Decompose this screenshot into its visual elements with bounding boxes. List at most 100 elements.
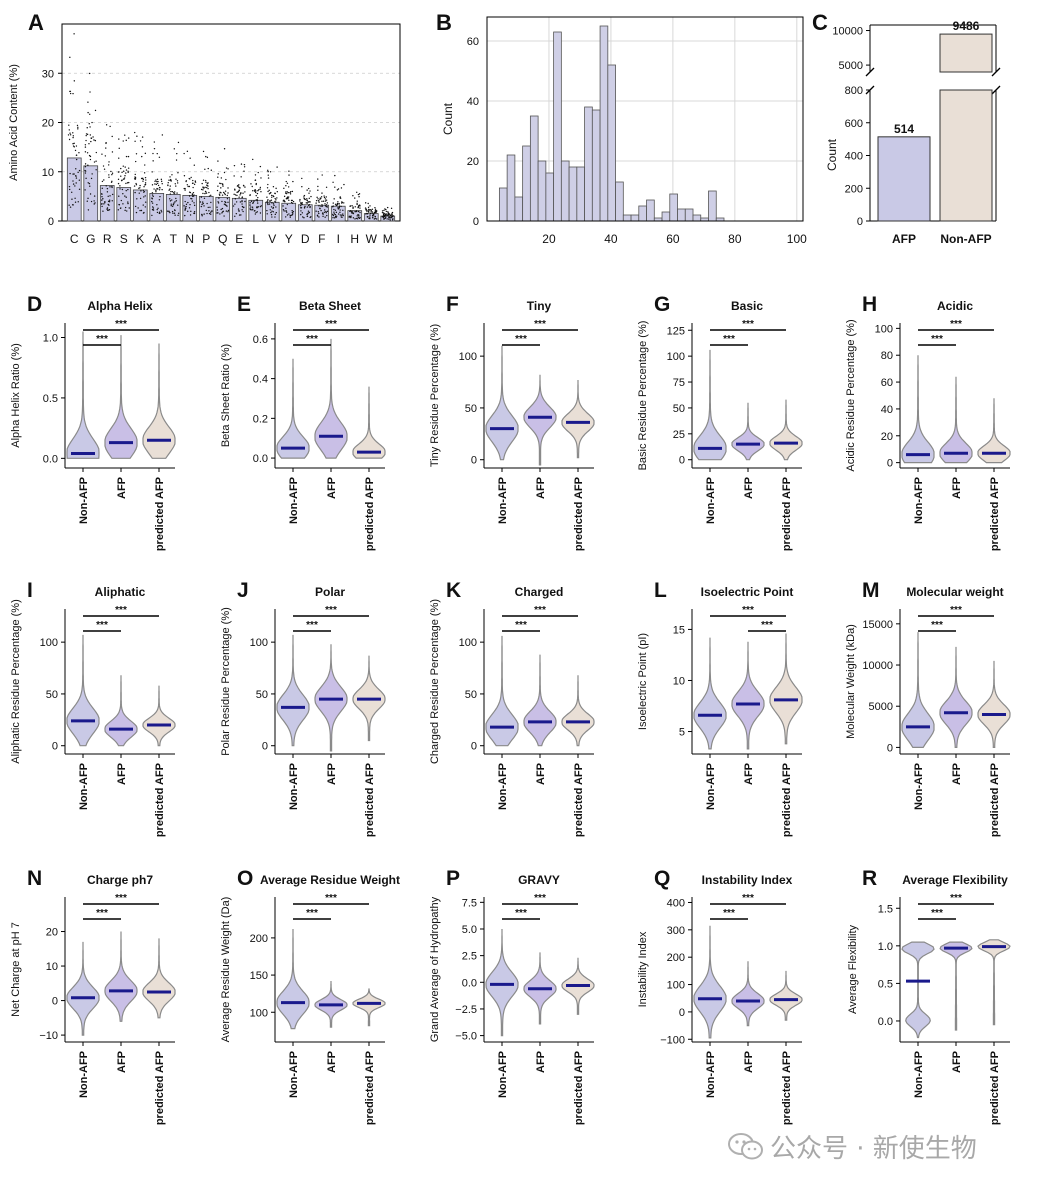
data-point: [219, 182, 221, 184]
data-point: [326, 214, 328, 217]
data-point: [226, 197, 229, 200]
data-point: [284, 216, 287, 218]
data-point: [359, 207, 361, 209]
data-point: [93, 200, 95, 202]
data-point: [111, 135, 113, 138]
data-point: [173, 191, 176, 193]
data-point: [373, 211, 376, 214]
data-point: [84, 144, 87, 146]
data-point: [371, 208, 374, 210]
x-tick-label: Non-AFP: [913, 763, 925, 810]
data-point: [348, 215, 351, 218]
violin: [104, 335, 138, 459]
data-point: [88, 123, 90, 125]
data-point: [307, 201, 309, 203]
data-point: [203, 205, 205, 207]
y-tick-label: 100: [250, 637, 268, 649]
panel-letter: K: [446, 579, 461, 602]
data-point: [356, 218, 359, 220]
data-point: [236, 194, 238, 197]
panel-k: K Charged 0 50 100 Non-AFP AFP predicted AFP ***…: [429, 579, 595, 837]
y-axis-label: Amino Acid Content (%): [8, 64, 20, 181]
y-tick-label: 0.5: [43, 393, 58, 405]
data-point: [192, 192, 195, 194]
y-tick-label: 100: [40, 637, 58, 649]
y-tick-label: 1.0: [878, 941, 893, 953]
data-point: [193, 204, 196, 207]
data-point: [74, 185, 76, 187]
data-point: [306, 206, 309, 208]
data-point: [272, 186, 275, 188]
data-point: [134, 173, 136, 176]
data-point: [217, 212, 219, 214]
y-tick-label: 200: [845, 183, 863, 195]
data-point: [241, 203, 243, 205]
data-point: [250, 183, 252, 185]
data-point: [172, 192, 175, 194]
data-point: [72, 135, 75, 137]
data-point: [133, 185, 136, 187]
panel-title: GRAVY: [518, 873, 560, 887]
data-point: [206, 202, 208, 205]
data-point: [154, 183, 156, 185]
data-point: [75, 158, 78, 161]
panel-b: B 0 20 40 60 20 40 60 80 100 Count: [436, 10, 807, 246]
data-point: [101, 187, 103, 190]
panel-title: Acidic: [937, 299, 973, 313]
data-point: [254, 210, 256, 212]
data-point: [255, 211, 257, 214]
data-point: [238, 196, 240, 198]
data-point: [151, 202, 154, 204]
data-point: [336, 189, 339, 191]
data-point: [78, 169, 81, 172]
significance-label: ***: [931, 908, 943, 919]
data-point: [352, 206, 354, 208]
violin: [693, 637, 727, 750]
data-point: [392, 215, 394, 217]
data-point: [254, 174, 257, 176]
panel-letter: R: [862, 867, 877, 890]
data-point: [334, 174, 336, 177]
data-point: [141, 136, 144, 138]
data-point: [252, 158, 254, 161]
data-point: [183, 152, 185, 155]
data-point: [252, 208, 254, 210]
data-point: [142, 178, 145, 181]
data-point: [111, 185, 113, 188]
data-point: [307, 210, 310, 212]
data-point: [224, 201, 227, 204]
data-point: [73, 33, 75, 35]
panel-n: N Charge ph7 −10 0 10 20 Non-AFP AFP predicted A…: [10, 867, 176, 1125]
y-axis-label: Tiny Residue Percentage (%): [429, 324, 441, 467]
x-tick-label: AFP: [116, 1051, 128, 1073]
data-point: [161, 134, 164, 136]
data-point: [320, 196, 323, 198]
data-point: [176, 152, 178, 155]
data-point: [242, 206, 245, 209]
data-point: [77, 128, 79, 130]
data-point: [77, 126, 79, 129]
data-point: [223, 215, 225, 217]
data-point: [123, 177, 126, 179]
data-point: [357, 210, 360, 213]
x-tick-label: F: [318, 232, 325, 246]
data-point: [78, 179, 81, 181]
data-point: [88, 154, 91, 157]
data-point: [125, 169, 128, 171]
data-point: [135, 211, 138, 214]
data-point: [107, 164, 110, 166]
data-point: [271, 202, 273, 204]
panel-title: Polar: [315, 585, 345, 599]
data-point: [84, 189, 86, 191]
data-point: [74, 149, 77, 152]
x-tick-label: 60: [666, 232, 680, 246]
x-tick-label: K: [136, 232, 144, 246]
y-tick-label: 25: [673, 429, 685, 441]
data-point: [325, 196, 327, 198]
data-point: [122, 170, 125, 172]
data-point: [283, 195, 286, 198]
significance-label: ***: [723, 334, 735, 345]
x-tick-label: Non-AFP: [705, 477, 717, 524]
bar: [363, 213, 379, 222]
data-point: [238, 184, 240, 186]
